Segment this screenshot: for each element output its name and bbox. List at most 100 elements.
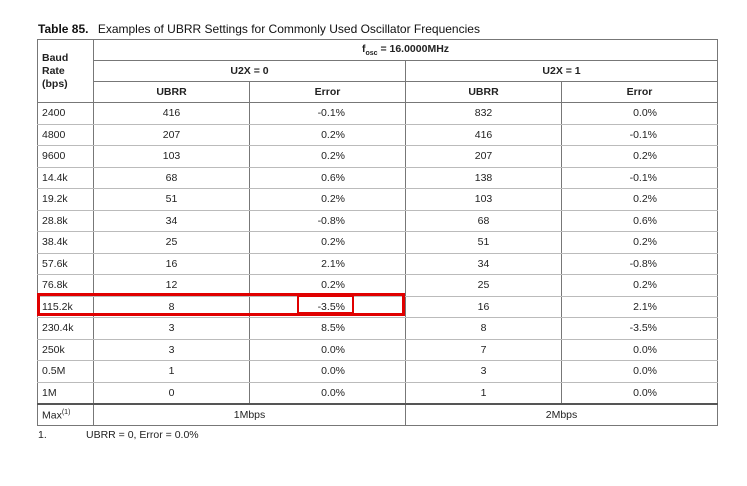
baud-rate-header: Baud Rate (bps): [37, 39, 94, 103]
table-row: 28.8k 34 -0.8% 68 0.6%: [37, 209, 719, 232]
table-row: 115.2k 8 -3.5% 16 2.1%: [37, 295, 719, 318]
table-row: 19.2k 51 0.2% 103 0.2%: [37, 188, 719, 211]
ubrr-settings-table: Baud Rate (bps) fosc = 16.0000MHz U2X = …: [37, 39, 719, 426]
baud-cell: 4800: [37, 123, 94, 146]
ubrr-u2x0-cell: 68: [93, 166, 250, 189]
baud-cell: 0.5M: [37, 360, 94, 383]
ubrr-u2x1-cell: 34: [405, 252, 562, 275]
table-number: Table 85.: [38, 22, 89, 36]
error-u2x1-cell: -0.8%: [560, 252, 719, 275]
ubrr-u2x1-cell: 207: [405, 145, 562, 168]
error-u2x0-cell: -0.1%: [249, 102, 406, 125]
table-row: 4800 207 0.2% 416 -0.1%: [37, 123, 719, 146]
ubrr-u2x1-cell: 103: [405, 188, 562, 211]
ubrr-u2x0-cell: 16: [93, 252, 250, 275]
ubrr-u2x0-cell: 12: [93, 274, 250, 297]
footnote: 1. UBRR = 0, Error = 0.0%: [38, 429, 199, 441]
baud-cell: 9600: [37, 145, 94, 168]
table-row: 9600 103 0.2% 207 0.2%: [37, 145, 719, 168]
error-u2x0-cell: -3.5%: [249, 295, 406, 318]
table-title: Examples of UBRR Settings for Commonly U…: [97, 22, 480, 36]
error-u2x1-cell: 0.2%: [560, 274, 719, 297]
ubrr-u2x1-cell: 416: [405, 123, 562, 146]
table-body: 2400 416 -0.1% 832 0.0% 4800 207 0.2% 416 -0.1% 96…: [37, 102, 719, 405]
table-row: 14.4k 68 0.6% 138 -0.1%: [37, 166, 719, 189]
error-u2x1-cell: 0.0%: [560, 381, 719, 405]
error-u2x1-cell: -0.1%: [560, 166, 719, 189]
error-u2x1-cell: -3.5%: [560, 317, 719, 340]
u2x0-header: U2X = 0: [93, 60, 406, 82]
error-u2x1-cell: 0.0%: [560, 360, 719, 383]
ubrr-u2x0-cell: 3: [93, 317, 250, 340]
ubrr-u2x1-cell: 25: [405, 274, 562, 297]
ubrr-u2x0-cell: 416: [93, 102, 250, 125]
ubrr-u2x0-cell: 3: [93, 338, 250, 361]
ubrr-u2x1-cell: 138: [405, 166, 562, 189]
ubrr-u2x0-cell: 51: [93, 188, 250, 211]
error-u2x0-cell: 0.2%: [249, 274, 406, 297]
error-column-header: Error: [560, 81, 719, 103]
error-u2x0-cell: 0.2%: [249, 231, 406, 254]
table-caption: Table 85. Examples of UBRR Settings for …: [38, 22, 480, 36]
baud-cell: 19.2k: [37, 188, 94, 211]
ubrr-u2x1-cell: 832: [405, 102, 562, 125]
baud-cell: 38.4k: [37, 231, 94, 254]
table-row: 57.6k 16 2.1% 34 -0.8%: [37, 252, 719, 275]
table-row: 38.4k 25 0.2% 51 0.2%: [37, 231, 719, 254]
error-u2x0-cell: -0.8%: [249, 209, 406, 232]
error-u2x0-cell: 0.2%: [249, 123, 406, 146]
error-u2x1-cell: 0.0%: [560, 338, 719, 361]
u2x1-header: U2X = 1: [404, 60, 719, 82]
error-u2x0-cell: 8.5%: [249, 317, 406, 340]
table-row: 2400 416 -0.1% 832 0.0%: [37, 102, 719, 125]
baud-cell: 14.4k: [37, 166, 94, 189]
ubrr-u2x1-cell: 1: [405, 381, 562, 405]
baud-cell: 28.8k: [37, 209, 94, 232]
error-u2x1-cell: 0.0%: [560, 102, 719, 125]
ubrr-u2x0-cell: 103: [93, 145, 250, 168]
error-u2x0-cell: 0.2%: [249, 188, 406, 211]
error-column-header: Error: [249, 81, 406, 103]
error-u2x1-cell: 0.2%: [560, 231, 719, 254]
baud-cell: 250k: [37, 338, 94, 361]
max-u2x0-cell: 1Mbps: [93, 403, 406, 426]
table-row: 250k 3 0.0% 7 0.0%: [37, 338, 719, 361]
table-row: 76.8k 12 0.2% 25 0.2%: [37, 274, 719, 297]
ubrr-u2x0-cell: 207: [93, 123, 250, 146]
table-row: 1M 0 0.0% 1 0.0%: [37, 381, 719, 405]
max-row: Max(1) 1Mbps 2Mbps: [37, 403, 719, 426]
error-u2x1-cell: -0.1%: [560, 123, 719, 146]
baud-cell: 115.2k: [37, 295, 94, 318]
error-u2x0-cell: 0.2%: [249, 145, 406, 168]
max-label-cell: Max(1): [37, 403, 94, 426]
ubrr-u2x0-cell: 25: [93, 231, 250, 254]
ubrr-u2x1-cell: 8: [405, 317, 562, 340]
error-u2x0-cell: 0.6%: [249, 166, 406, 189]
ubrr-column-header: UBRR: [93, 81, 250, 103]
baud-cell: 230.4k: [37, 317, 94, 340]
table-row: 230.4k 3 8.5% 8 -3.5%: [37, 317, 719, 340]
ubrr-u2x0-cell: 0: [93, 381, 250, 405]
footnote-text: UBRR = 0, Error = 0.0%: [86, 429, 199, 441]
ubrr-u2x0-cell: 34: [93, 209, 250, 232]
error-u2x1-cell: 2.1%: [560, 295, 719, 318]
baud-cell: 57.6k: [37, 252, 94, 275]
baud-cell: 76.8k: [37, 274, 94, 297]
ubrr-u2x1-cell: 68: [405, 209, 562, 232]
error-u2x0-cell: 0.0%: [249, 338, 406, 361]
error-u2x1-cell: 0.6%: [560, 209, 719, 232]
ubrr-u2x1-cell: 51: [405, 231, 562, 254]
error-u2x1-cell: 0.2%: [560, 145, 719, 168]
error-u2x0-cell: 0.0%: [249, 360, 406, 383]
error-u2x0-cell: 2.1%: [249, 252, 406, 275]
baud-cell: 1M: [37, 381, 94, 405]
table-row: 0.5M 1 0.0% 3 0.0%: [37, 360, 719, 383]
error-u2x0-cell: 0.0%: [249, 381, 406, 405]
ubrr-u2x0-cell: 8: [93, 295, 250, 318]
max-u2x1-cell: 2Mbps: [404, 403, 719, 426]
ubrr-u2x1-cell: 3: [405, 360, 562, 383]
error-u2x1-cell: 0.2%: [560, 188, 719, 211]
baud-cell: 2400: [37, 102, 94, 125]
ubrr-u2x0-cell: 1: [93, 360, 250, 383]
footnote-number: 1.: [38, 429, 47, 441]
